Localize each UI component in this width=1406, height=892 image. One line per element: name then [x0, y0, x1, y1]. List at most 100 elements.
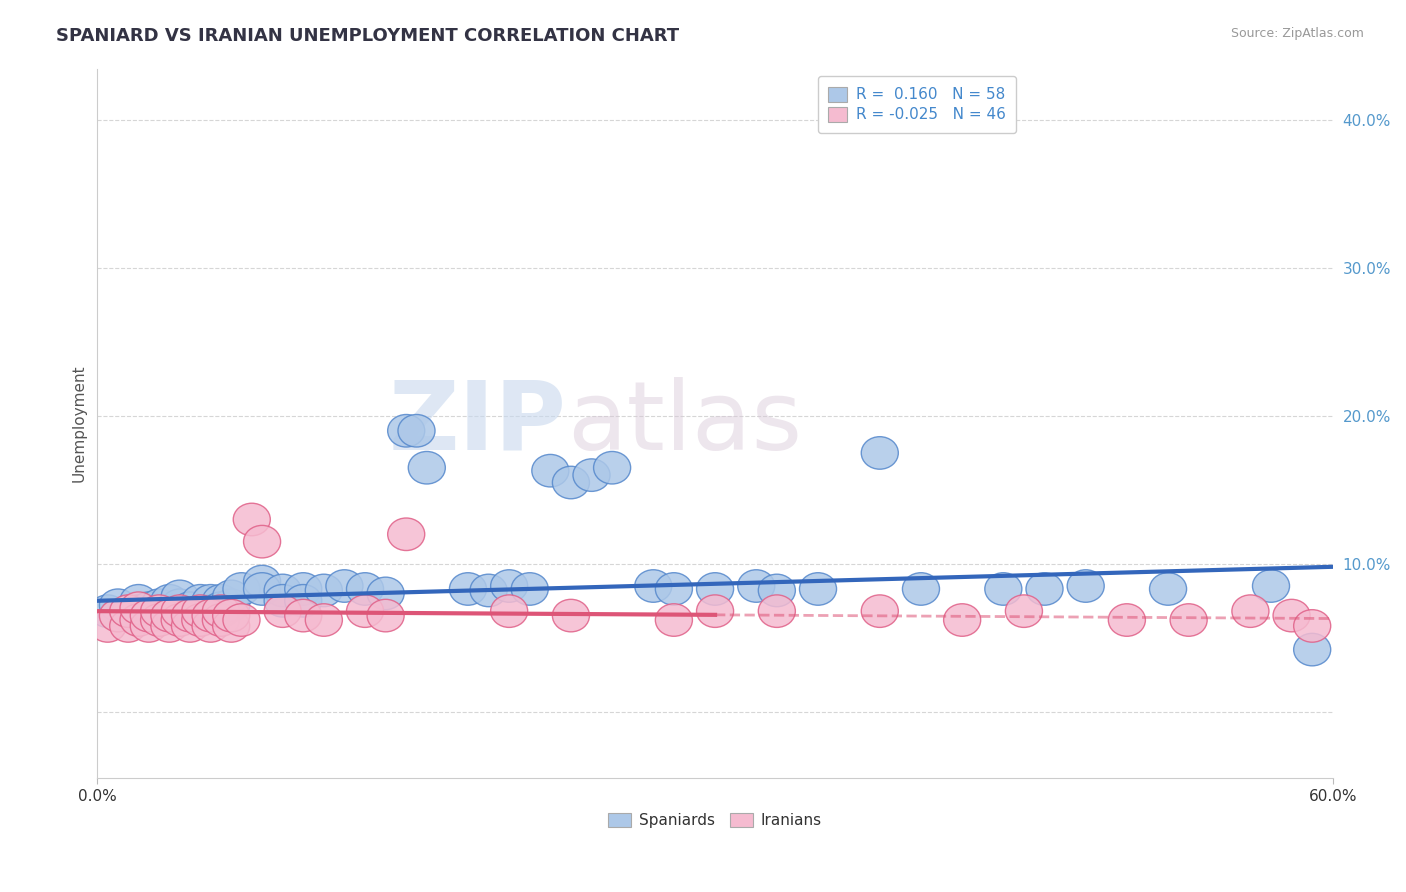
Ellipse shape: [243, 573, 281, 606]
Ellipse shape: [655, 573, 692, 606]
Ellipse shape: [172, 609, 208, 642]
Ellipse shape: [202, 592, 239, 624]
Ellipse shape: [531, 454, 569, 487]
Ellipse shape: [800, 573, 837, 606]
Ellipse shape: [181, 595, 219, 627]
Ellipse shape: [89, 609, 127, 642]
Ellipse shape: [193, 609, 229, 642]
Ellipse shape: [1108, 604, 1146, 636]
Ellipse shape: [553, 599, 589, 632]
Ellipse shape: [100, 589, 136, 622]
Ellipse shape: [1026, 573, 1063, 606]
Ellipse shape: [388, 518, 425, 550]
Ellipse shape: [862, 437, 898, 469]
Ellipse shape: [696, 595, 734, 627]
Ellipse shape: [346, 573, 384, 606]
Ellipse shape: [110, 595, 146, 627]
Ellipse shape: [120, 604, 157, 636]
Ellipse shape: [193, 599, 229, 632]
Ellipse shape: [943, 604, 980, 636]
Ellipse shape: [984, 573, 1022, 606]
Ellipse shape: [862, 595, 898, 627]
Ellipse shape: [264, 595, 301, 627]
Ellipse shape: [162, 589, 198, 622]
Ellipse shape: [100, 599, 136, 632]
Ellipse shape: [264, 574, 301, 607]
Ellipse shape: [224, 573, 260, 606]
Ellipse shape: [162, 580, 198, 613]
Ellipse shape: [264, 584, 301, 617]
Ellipse shape: [491, 570, 527, 602]
Ellipse shape: [398, 415, 434, 447]
Ellipse shape: [141, 589, 177, 622]
Text: atlas: atlas: [567, 377, 801, 470]
Ellipse shape: [367, 577, 404, 609]
Ellipse shape: [903, 573, 939, 606]
Ellipse shape: [738, 570, 775, 602]
Ellipse shape: [367, 599, 404, 632]
Ellipse shape: [120, 595, 157, 627]
Ellipse shape: [141, 595, 177, 627]
Ellipse shape: [202, 595, 239, 627]
Ellipse shape: [243, 566, 281, 598]
Ellipse shape: [150, 609, 188, 642]
Ellipse shape: [470, 574, 508, 607]
Ellipse shape: [285, 584, 322, 617]
Text: SPANIARD VS IRANIAN UNEMPLOYMENT CORRELATION CHART: SPANIARD VS IRANIAN UNEMPLOYMENT CORRELA…: [56, 27, 679, 45]
Ellipse shape: [1005, 595, 1042, 627]
Ellipse shape: [450, 573, 486, 606]
Ellipse shape: [408, 451, 446, 484]
Ellipse shape: [150, 599, 188, 632]
Ellipse shape: [181, 604, 219, 636]
Ellipse shape: [1253, 570, 1289, 602]
Ellipse shape: [212, 580, 250, 613]
Ellipse shape: [212, 589, 250, 622]
Ellipse shape: [491, 595, 527, 627]
Ellipse shape: [110, 599, 146, 632]
Ellipse shape: [202, 584, 239, 617]
Ellipse shape: [120, 584, 157, 617]
Ellipse shape: [655, 604, 692, 636]
Ellipse shape: [1067, 570, 1104, 602]
Ellipse shape: [110, 609, 146, 642]
Ellipse shape: [326, 570, 363, 602]
Ellipse shape: [131, 599, 167, 632]
Ellipse shape: [150, 595, 188, 627]
Legend: Spaniards, Iranians: Spaniards, Iranians: [602, 806, 828, 834]
Ellipse shape: [150, 584, 188, 617]
Ellipse shape: [305, 574, 343, 607]
Ellipse shape: [388, 415, 425, 447]
Ellipse shape: [172, 599, 208, 632]
Ellipse shape: [131, 592, 167, 624]
Ellipse shape: [634, 570, 672, 602]
Ellipse shape: [172, 592, 208, 624]
Ellipse shape: [758, 574, 796, 607]
Ellipse shape: [285, 599, 322, 632]
Ellipse shape: [162, 595, 198, 627]
Y-axis label: Unemployment: Unemployment: [72, 365, 86, 483]
Ellipse shape: [202, 604, 239, 636]
Ellipse shape: [305, 604, 343, 636]
Ellipse shape: [141, 599, 177, 632]
Ellipse shape: [181, 584, 219, 617]
Ellipse shape: [512, 573, 548, 606]
Ellipse shape: [758, 595, 796, 627]
Ellipse shape: [285, 573, 322, 606]
Ellipse shape: [224, 604, 260, 636]
Ellipse shape: [1272, 599, 1310, 632]
Ellipse shape: [212, 599, 250, 632]
Ellipse shape: [162, 604, 198, 636]
Ellipse shape: [574, 458, 610, 491]
Ellipse shape: [193, 595, 229, 627]
Ellipse shape: [181, 595, 219, 627]
Ellipse shape: [233, 503, 270, 536]
Ellipse shape: [1170, 604, 1208, 636]
Ellipse shape: [1294, 633, 1330, 665]
Ellipse shape: [172, 599, 208, 632]
Ellipse shape: [243, 525, 281, 558]
Ellipse shape: [1150, 573, 1187, 606]
Text: ZIP: ZIP: [389, 377, 567, 470]
Ellipse shape: [346, 595, 384, 627]
Ellipse shape: [593, 451, 631, 484]
Ellipse shape: [1232, 595, 1270, 627]
